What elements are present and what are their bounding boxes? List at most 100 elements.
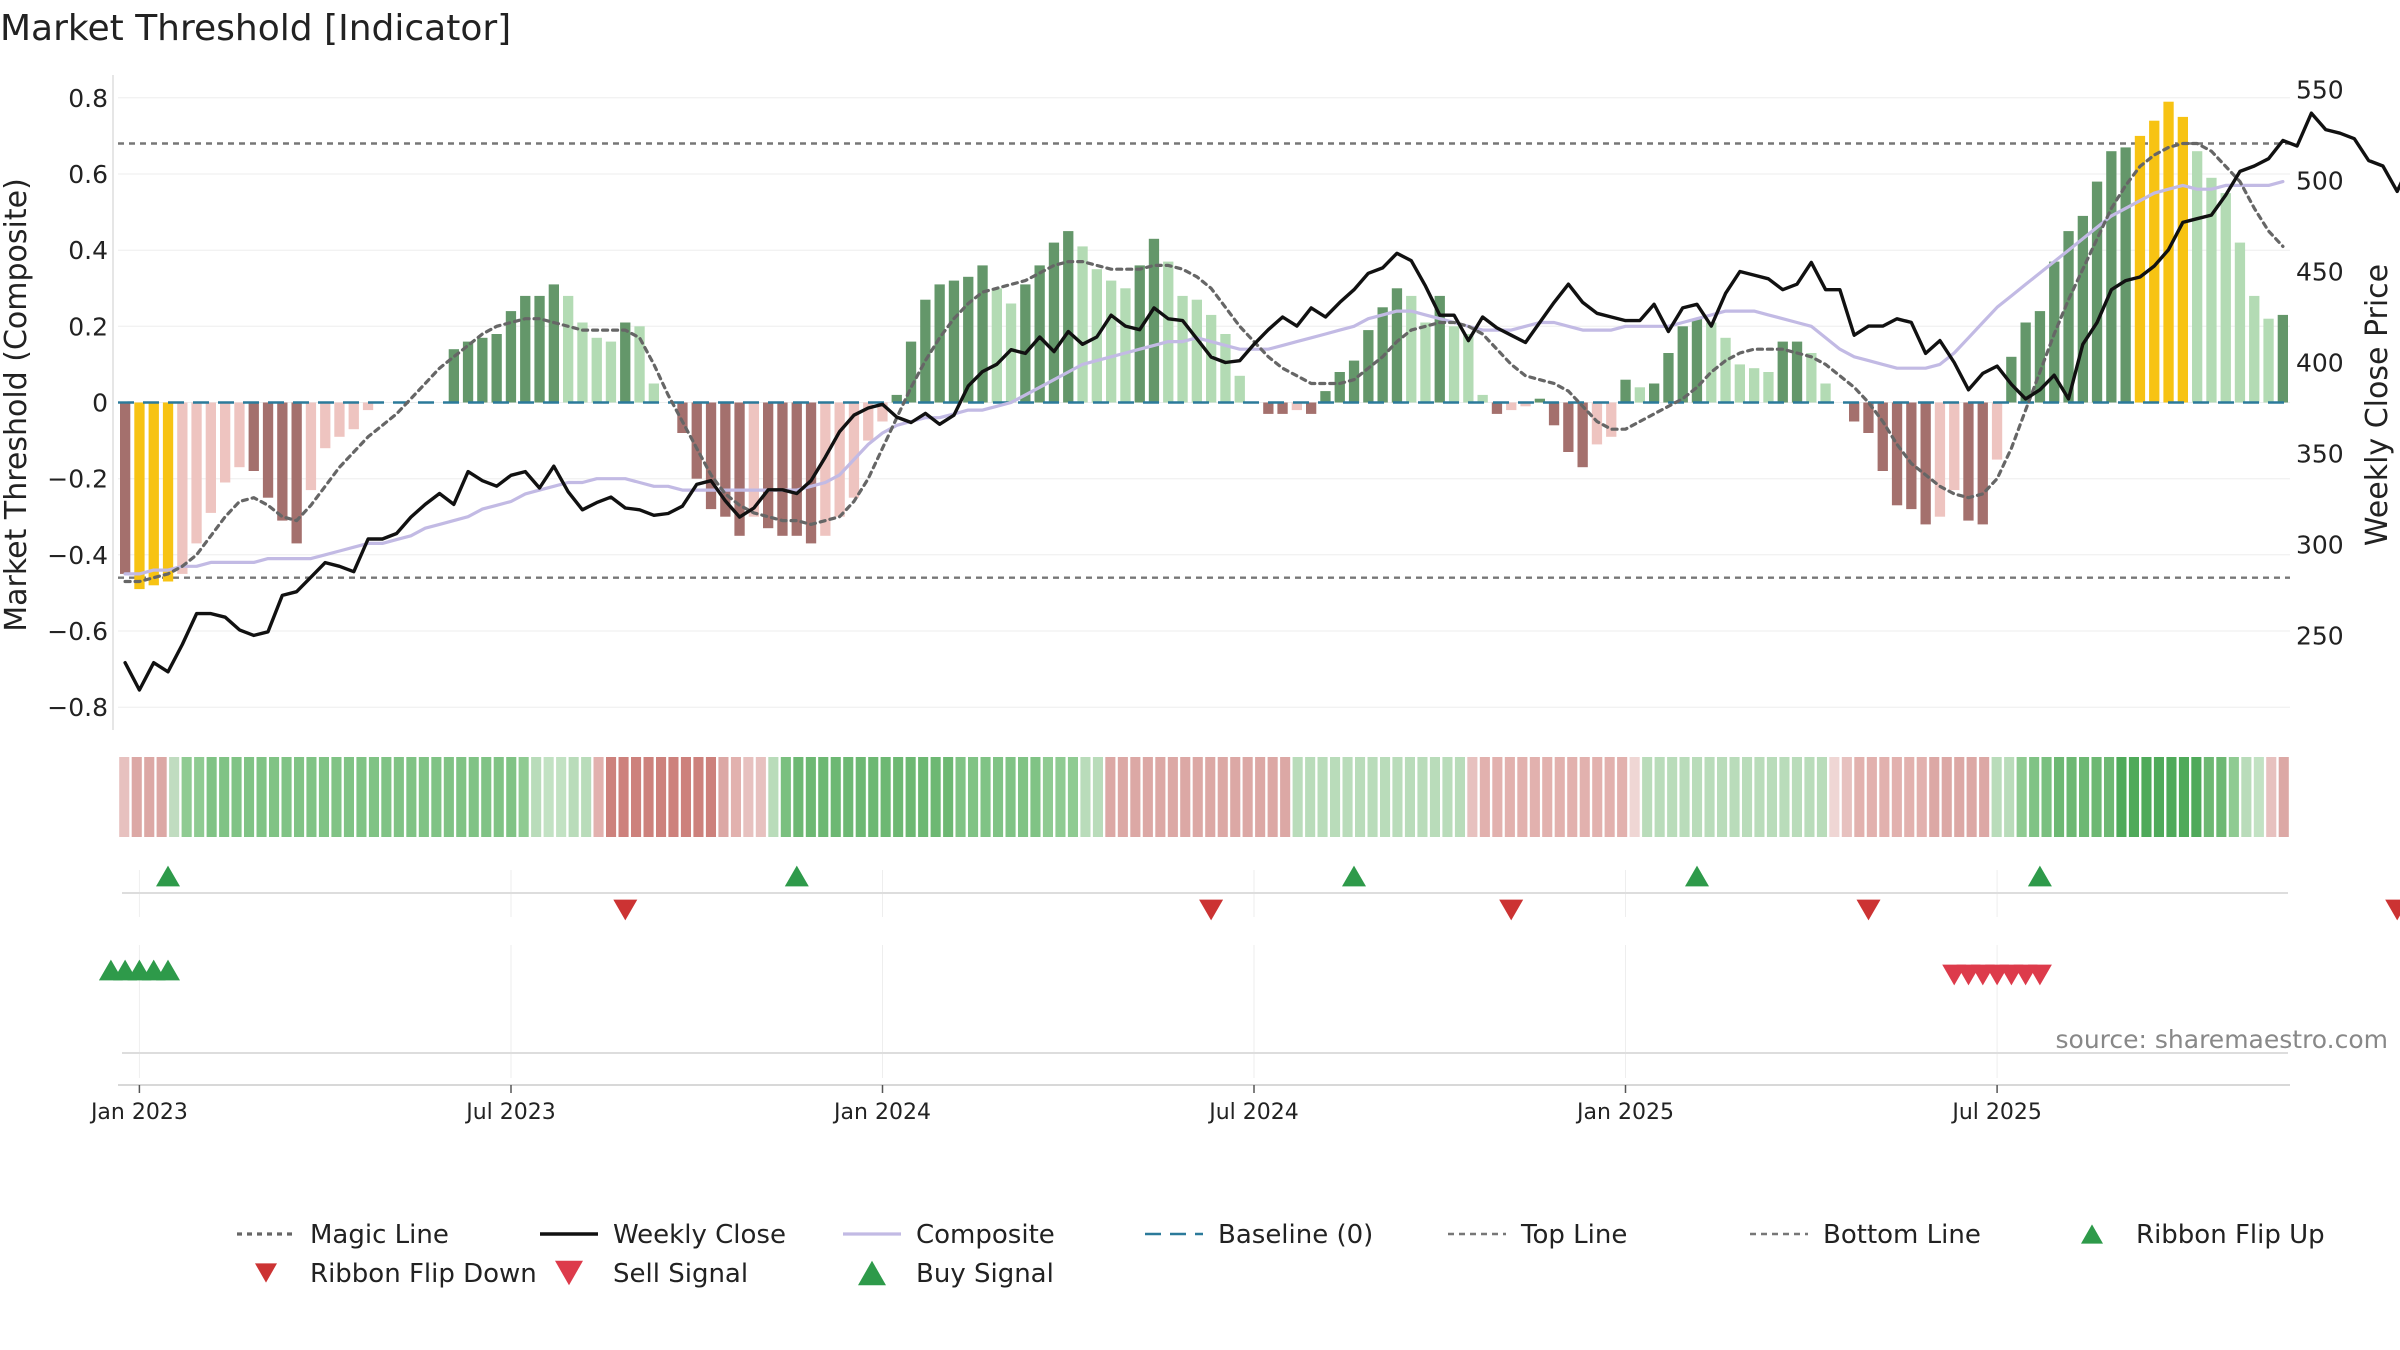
- right-axis-label: Weekly Close Price: [2360, 264, 2395, 546]
- ribbon-cell: [2128, 757, 2139, 837]
- histogram-bar: [1048, 242, 1060, 403]
- ribbon-cell: [194, 757, 205, 837]
- histogram-bar: [1777, 341, 1788, 403]
- ribbon-cell: [1305, 757, 1316, 837]
- histogram-bar: [905, 341, 917, 403]
- x-tick-label: Jan 2023: [89, 1100, 188, 1125]
- histogram-bar: [820, 402, 831, 536]
- ribbon-cell: [1879, 757, 1890, 837]
- histogram-bar: [563, 295, 574, 403]
- ribbon-flip-down-marker: [2385, 899, 2400, 921]
- ribbon-cell: [2191, 757, 2202, 837]
- ribbon-cell: [843, 757, 854, 837]
- ribbon-cell: [1192, 757, 1203, 837]
- histogram-bar: [234, 402, 245, 468]
- histogram-bar: [834, 402, 845, 517]
- ribbon-cell: [1429, 757, 1440, 837]
- histogram-bar: [877, 402, 888, 422]
- signal-panels: [98, 865, 2400, 1078]
- histogram-bar: [1691, 318, 1703, 403]
- ribbon-cell: [169, 757, 180, 837]
- histogram-bar: [2149, 120, 2160, 403]
- histogram-bar: [2134, 135, 2146, 403]
- ribbon-cell: [256, 757, 267, 837]
- histogram-bar: [1134, 265, 1145, 403]
- ribbon-cell: [2141, 757, 2152, 837]
- ribbon-cell: [181, 757, 192, 837]
- histogram-bar: [1934, 402, 1946, 517]
- ribbon-cell: [1030, 757, 1041, 837]
- histogram-bar: [1306, 402, 1317, 414]
- ribbon-flip-down-marker: [1499, 899, 1524, 921]
- ribbon-cell: [1042, 757, 1053, 837]
- histogram-bar: [1406, 295, 1417, 403]
- left-tick-label: −0.2: [47, 465, 108, 494]
- ribbon-cell: [306, 757, 317, 837]
- ribbon-cell: [1704, 757, 1715, 837]
- histogram-bar: [477, 337, 488, 403]
- ribbon-cell: [244, 757, 255, 837]
- histogram-bar: [2234, 242, 2246, 403]
- ribbon-cell: [1954, 757, 1965, 837]
- histogram-bar: [2091, 181, 2103, 403]
- right-tick-label: 250: [2296, 621, 2344, 650]
- histogram-bar: [1763, 372, 1774, 403]
- ribbon-cell: [531, 757, 542, 837]
- histogram-bar: [1491, 402, 1503, 414]
- histogram-bar: [1977, 402, 1988, 525]
- histogram-bar: [577, 322, 588, 403]
- ribbon-cell: [231, 757, 242, 837]
- ribbon-cell: [431, 757, 442, 837]
- source-credit: source: sharemaestro.com: [2056, 1025, 2389, 1054]
- histogram-bar: [620, 322, 631, 403]
- x-tick-label: Jul 2025: [1950, 1100, 2042, 1125]
- histogram-bar: [348, 402, 359, 430]
- ribbon-flip-down-marker: [1199, 899, 1224, 921]
- histogram-bar: [777, 402, 788, 536]
- histogram-bar: [1591, 402, 1603, 445]
- ribbon-cell: [1542, 757, 1553, 837]
- ribbon-cell: [1642, 757, 1653, 837]
- ribbon-cell: [1567, 757, 1578, 837]
- ribbon-cell: [318, 757, 329, 837]
- histogram-bar: [1620, 379, 1631, 403]
- legend-item: Top Line: [1448, 1220, 1627, 1250]
- ribbon-cell: [1018, 757, 1029, 837]
- x-tick-label: Jul 2024: [1207, 1100, 1299, 1125]
- histogram-bar: [1348, 360, 1360, 403]
- histogram-bar: [1106, 280, 1117, 403]
- ribbon-cell: [1467, 757, 1478, 837]
- ribbon-cell: [506, 757, 517, 837]
- histogram-bar: [1506, 402, 1517, 411]
- histogram-bar: [2120, 147, 2131, 403]
- ribbon-cell: [1604, 757, 1615, 837]
- histogram-bar: [320, 402, 331, 449]
- histogram-bar: [691, 402, 702, 479]
- ribbon-cell: [1404, 757, 1415, 837]
- ribbon-cell: [880, 757, 891, 837]
- ribbon-cell: [1055, 757, 1066, 837]
- sell-signal-marker: [2027, 964, 2052, 986]
- ribbon-cell: [1092, 757, 1103, 837]
- histogram-bar: [805, 402, 817, 544]
- histogram-bar: [1005, 303, 1017, 403]
- ribbon-cell: [1654, 757, 1665, 837]
- ribbon-cell: [1105, 757, 1116, 837]
- ribbon-cell: [581, 757, 592, 837]
- legend-item: Weekly Close: [540, 1220, 786, 1250]
- ribbon-cell: [1067, 757, 1078, 837]
- ribbon-cell: [2166, 757, 2177, 837]
- ribbon-cell: [730, 757, 741, 837]
- ribbon-cell: [131, 757, 142, 837]
- ribbon-cell: [2228, 757, 2239, 837]
- ribbon-cell: [406, 757, 417, 837]
- ribbon-cell: [1891, 757, 1902, 837]
- left-tick-label: −0.4: [47, 541, 108, 570]
- ribbon-cell: [2016, 757, 2027, 837]
- histogram-bar: [148, 402, 159, 586]
- histogram-bar: [548, 284, 559, 403]
- histogram-bar: [1220, 334, 1231, 403]
- legend-label: Bottom Line: [1823, 1220, 1981, 1250]
- right-tick-label: 450: [2296, 258, 2344, 287]
